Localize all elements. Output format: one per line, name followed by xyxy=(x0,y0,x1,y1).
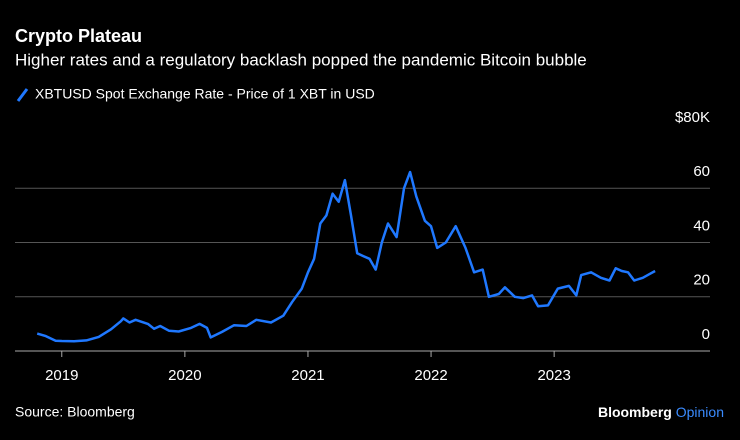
x-tick-label: 2021 xyxy=(291,367,324,384)
source: Source: Bloomberg xyxy=(15,404,135,420)
brand: Bloomberg Opinion xyxy=(598,404,724,420)
x-tick-label: 2023 xyxy=(537,367,570,384)
chart-title: Crypto Plateau xyxy=(15,26,142,46)
legend-label: XBTUSD Spot Exchange Rate - Price of 1 X… xyxy=(35,86,375,102)
chart-subtitle: Higher rates and a regulatory backlash p… xyxy=(15,50,587,69)
line-series xyxy=(36,170,656,343)
x-tick-label: 2022 xyxy=(414,367,447,384)
y-tick-label: 40 xyxy=(693,217,710,234)
x-tick-label: 2020 xyxy=(168,367,201,384)
brand-suffix: Opinion xyxy=(676,404,724,420)
brand-name: Bloomberg xyxy=(598,404,672,420)
legend-icon xyxy=(16,88,29,102)
y-tick-label: 20 xyxy=(693,272,710,289)
y-tick-label: 0 xyxy=(702,326,710,343)
x-tick-label: 2019 xyxy=(45,367,78,384)
y-tick-label: 60 xyxy=(693,163,710,180)
y-tick-label: $80K xyxy=(675,109,710,126)
